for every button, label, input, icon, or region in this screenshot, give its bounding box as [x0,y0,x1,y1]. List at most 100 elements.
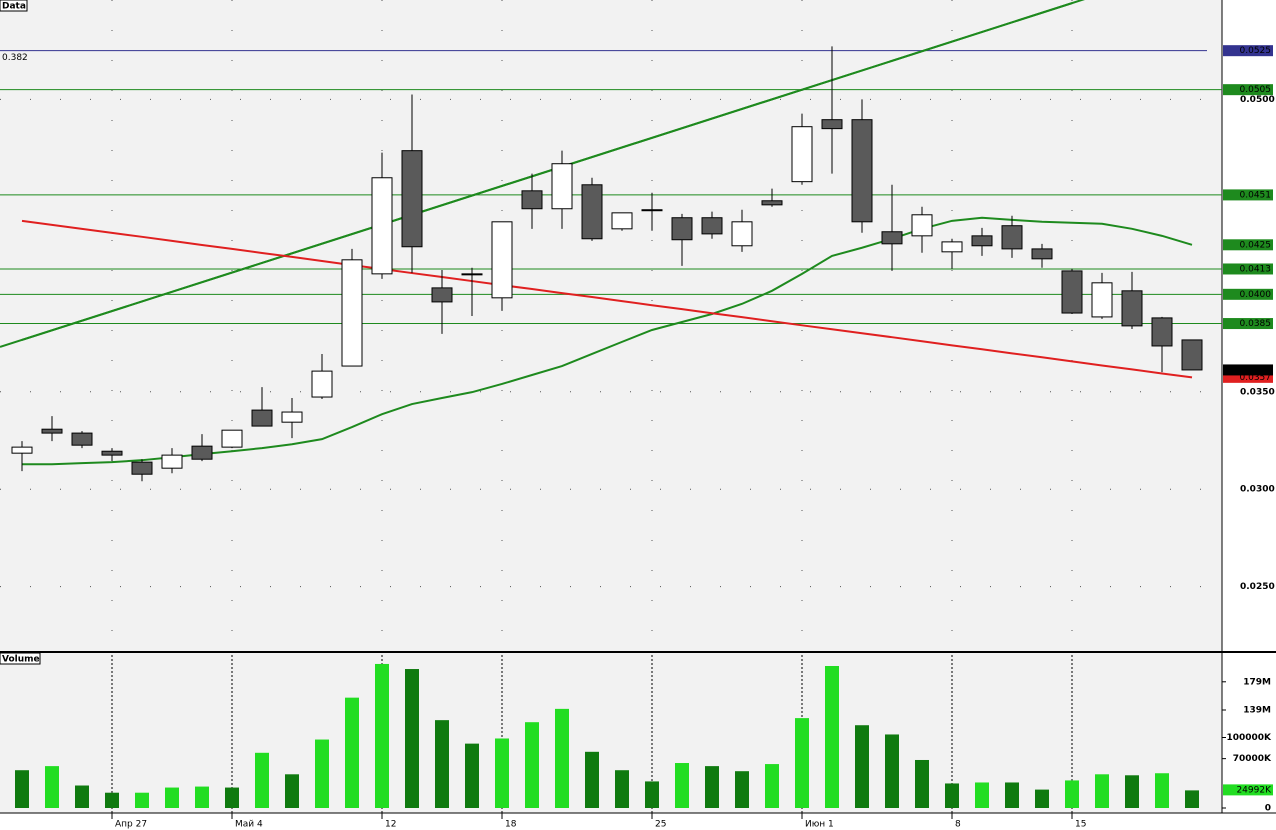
volume-bar [195,786,209,808]
candle-body [611,212,633,230]
candle-body [1031,248,1053,260]
volume-bar [45,766,59,808]
volume-bar [225,787,239,808]
value-badge [1223,371,1273,383]
value-badge-label: 0.0361 [1240,365,1272,375]
candle-body [341,259,363,367]
candle-body [1061,270,1083,314]
x-tick-label: 8 [955,820,961,830]
volume-bar [315,739,329,808]
volume-bar [735,771,749,808]
candle-body [791,126,813,183]
volume-bar [435,720,449,808]
volume-bar [1185,790,1199,808]
x-tick-label: 12 [385,820,396,830]
value-badge [1223,318,1273,330]
candle-body [1001,225,1023,250]
value-badge-label: 0.0425 [1240,240,1272,250]
candle-body [371,177,393,275]
value-badge [1223,263,1273,275]
value-badge [1223,84,1273,96]
candle-body [551,163,573,210]
volume-bar [405,669,419,808]
candle-body [161,454,183,469]
volume-bar [135,792,149,808]
x-tick-label: 18 [505,820,517,830]
x-tick-label: 15 [1075,820,1086,830]
volume-bar [675,763,689,808]
value-badge-label: 0.0451 [1240,190,1272,200]
candle-body [281,411,303,423]
candle-body [221,429,243,448]
title-box [0,0,28,12]
value-badge-label: 0.0400 [1240,290,1272,300]
candle-body [251,409,273,427]
volume-bar [975,782,989,808]
y-tick-label: 0 [1265,804,1271,814]
candle-body [971,235,993,247]
candle-body [641,209,663,212]
value-badge-label: 0.0413 [1240,264,1272,274]
volume-bar [165,787,179,808]
volume-bar [255,752,269,808]
candle-body [461,273,483,276]
candle-body [1091,282,1113,318]
volume-bar [75,785,89,808]
value-badge [1223,189,1273,201]
volume-bar [885,734,899,808]
candle-body [191,445,213,460]
candle-body [71,432,93,446]
candle-body [851,119,873,223]
chart-title: Data [2,2,26,12]
value-badge [1223,45,1273,57]
value-badge [1223,288,1273,300]
candle-body [431,287,453,303]
y-tick-label: 0.0350 [1240,387,1275,397]
value-badge-label: 0.0505 [1240,85,1272,95]
candle-body [1181,339,1203,371]
x-tick-label: 25 [655,820,666,830]
y-tick-label: 0.0300 [1240,485,1275,495]
volume-bar [105,792,119,808]
volume-bar [495,738,509,808]
candle-body [491,221,513,299]
volume-bar [855,725,869,808]
candle-body [101,450,123,456]
y-tick-label: 0.0500 [1240,95,1275,105]
candle-body [521,190,543,210]
volume-bar [795,718,809,808]
volume-bar [1125,775,1139,808]
title-box [0,652,41,665]
candle-body [701,217,723,235]
y-tick-label: 70000K [1233,754,1272,764]
volume-bar [285,774,299,808]
candle-body [41,428,63,434]
y-tick-label: 0.0250 [1240,582,1275,592]
candle-body [11,446,33,454]
candle-body [311,370,333,398]
candle-body [1121,290,1143,327]
moving-average-line [22,216,1193,466]
x-tick-label: Апр 27 [115,820,147,830]
y-tick-label: 100000K [1226,733,1272,743]
volume-bar [585,751,599,808]
x-tick-label: Май 4 [235,820,263,830]
candle-body [761,200,783,206]
price-panel [0,0,1222,651]
candle-body [131,461,153,475]
candle-body [1151,317,1173,347]
value-badge-label: 0.0385 [1240,319,1272,329]
volume-bar [945,783,959,808]
volume-bar [375,663,389,808]
volume-title: Volume [2,655,40,665]
y-tick-label: 179M [1243,677,1271,687]
x-tick-label: Июн 1 [805,820,834,830]
value-badge-label: 0.0357 [1240,373,1272,383]
candle-body [401,150,423,248]
value-badge [1223,784,1273,796]
volume-bar [825,665,839,808]
volume-bar [345,697,359,808]
candle-body [821,119,843,130]
